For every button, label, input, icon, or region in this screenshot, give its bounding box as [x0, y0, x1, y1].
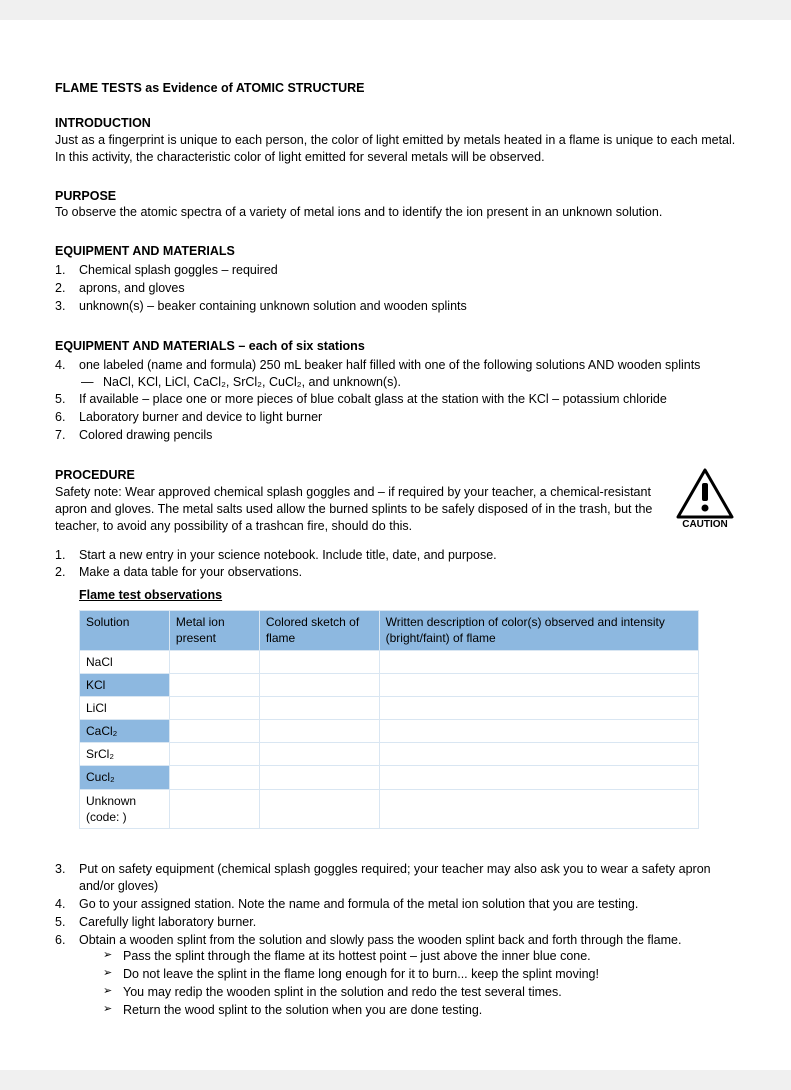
safety-note: Safety note: Wear approved chemical spla…	[55, 484, 736, 535]
cell-empty	[259, 696, 379, 719]
cell-empty	[379, 720, 698, 743]
list-subitem: You may redip the wooden splint in the s…	[103, 984, 736, 1001]
list-subitem: NaCl, KCl, LiCl, CaCl₂, SrCl₂, CuCl₂, an…	[79, 374, 736, 391]
equip1-head: EQUIPMENT AND MATERIALS	[55, 243, 736, 260]
cell-empty	[169, 650, 259, 673]
procedure-list-b: 3.Put on safety equipment (chemical spla…	[55, 861, 736, 1019]
list-item: 1.Start a new entry in your science note…	[55, 547, 736, 564]
table-row: Unknown (code: )	[80, 789, 699, 828]
table-row: LiCl	[80, 696, 699, 719]
cell-solution: Unknown (code: )	[80, 789, 170, 828]
list-subitem: Return the wood splint to the solution w…	[103, 1002, 736, 1019]
cell-solution: CaCl₂	[80, 720, 170, 743]
cell-empty	[259, 673, 379, 696]
cell-empty	[379, 696, 698, 719]
table-row: NaCl	[80, 650, 699, 673]
intro-text: Just as a fingerprint is unique to each …	[55, 132, 736, 166]
cell-empty	[169, 696, 259, 719]
procedure-sublist: Pass the splint through the flame at its…	[103, 948, 736, 1019]
cell-empty	[259, 720, 379, 743]
cell-empty	[259, 766, 379, 789]
procedure-head: PROCEDURE	[55, 467, 736, 484]
list-item: 4.Go to your assigned station. Note the …	[55, 896, 736, 913]
list-text: If available – place one or more pieces …	[79, 392, 667, 406]
col-sketch: Colored sketch of flame	[259, 611, 379, 650]
table-title: Flame test observations	[79, 587, 736, 604]
list-item: 5.Carefully light laboratory burner.	[55, 914, 736, 931]
table-header-row: Solution Metal ion present Colored sketc…	[80, 611, 699, 650]
list-item: 7.Colored drawing pencils	[55, 427, 736, 444]
list-item: 5.If available – place one or more piece…	[55, 391, 736, 408]
list-text: unknown(s) – beaker containing unknown s…	[79, 299, 467, 313]
observations-table: Solution Metal ion present Colored sketc…	[79, 610, 699, 829]
equip1-list: 1.Chemical splash goggles – required 2.a…	[55, 262, 736, 315]
cell-empty	[169, 720, 259, 743]
list-text: Start a new entry in your science notebo…	[79, 548, 497, 562]
col-solution: Solution	[80, 611, 170, 650]
cell-solution: KCl	[80, 673, 170, 696]
list-text: Put on safety equipment (chemical splash…	[79, 862, 711, 893]
cell-empty	[169, 743, 259, 766]
list-item: 6.Obtain a wooden splint from the soluti…	[55, 932, 736, 1019]
purpose-text: To observe the atomic spectra of a varie…	[55, 204, 736, 221]
cell-solution: Cucl₂	[80, 766, 170, 789]
cell-empty	[169, 673, 259, 696]
list-text: Go to your assigned station. Note the na…	[79, 897, 638, 911]
cell-empty	[259, 743, 379, 766]
list-item: 4. one labeled (name and formula) 250 mL…	[55, 357, 736, 391]
list-item: 3.Put on safety equipment (chemical spla…	[55, 861, 736, 895]
purpose-head: PURPOSE	[55, 188, 736, 205]
list-item: 1.Chemical splash goggles – required	[55, 262, 736, 279]
intro-head: INTRODUCTION	[55, 115, 736, 132]
cell-solution: SrCl₂	[80, 743, 170, 766]
list-subitem: Pass the splint through the flame at its…	[103, 948, 736, 965]
col-metal-ion: Metal ion present	[169, 611, 259, 650]
list-item: 2.Make a data table for your observation…	[55, 564, 736, 581]
page-title: FLAME TESTS as Evidence of ATOMIC STRUCT…	[55, 80, 736, 97]
cell-empty	[379, 766, 698, 789]
equip2-list: 4. one labeled (name and formula) 250 mL…	[55, 357, 736, 444]
cell-empty	[259, 789, 379, 828]
document-page: FLAME TESTS as Evidence of ATOMIC STRUCT…	[0, 20, 791, 1070]
cell-empty	[169, 789, 259, 828]
procedure-list-a: 1.Start a new entry in your science note…	[55, 547, 736, 582]
cell-solution: LiCl	[80, 696, 170, 719]
table-row: Cucl₂	[80, 766, 699, 789]
list-item: 3.unknown(s) – beaker containing unknown…	[55, 298, 736, 315]
cell-empty	[259, 650, 379, 673]
list-text: Carefully light laboratory burner.	[79, 915, 256, 929]
list-item: 2.aprons, and gloves	[55, 280, 736, 297]
list-item: 6.Laboratory burner and device to light …	[55, 409, 736, 426]
table-row: CaCl₂	[80, 720, 699, 743]
list-text: one labeled (name and formula) 250 mL be…	[79, 358, 700, 372]
list-text: Chemical splash goggles – required	[79, 263, 278, 277]
list-text: Laboratory burner and device to light bu…	[79, 410, 322, 424]
caution-label: CAUTION	[682, 519, 728, 529]
list-text: Make a data table for your observations.	[79, 565, 302, 579]
list-subitem: Do not leave the splint in the flame lon…	[103, 966, 736, 983]
procedure-section: PROCEDURE Safety note: Wear approved che…	[55, 467, 736, 535]
caution-icon: CAUTION	[674, 467, 736, 534]
cell-empty	[379, 650, 698, 673]
cell-empty	[379, 673, 698, 696]
cell-solution: NaCl	[80, 650, 170, 673]
list-text: Obtain a wooden splint from the solution…	[79, 933, 681, 947]
cell-empty	[379, 743, 698, 766]
table-row: SrCl₂	[80, 743, 699, 766]
list-text: aprons, and gloves	[79, 281, 185, 295]
equip2-head: EQUIPMENT AND MATERIALS – each of six st…	[55, 338, 736, 355]
cell-empty	[169, 766, 259, 789]
col-description: Written description of color(s) observed…	[379, 611, 698, 650]
table-row: KCl	[80, 673, 699, 696]
list-text: Colored drawing pencils	[79, 428, 212, 442]
cell-empty	[379, 789, 698, 828]
